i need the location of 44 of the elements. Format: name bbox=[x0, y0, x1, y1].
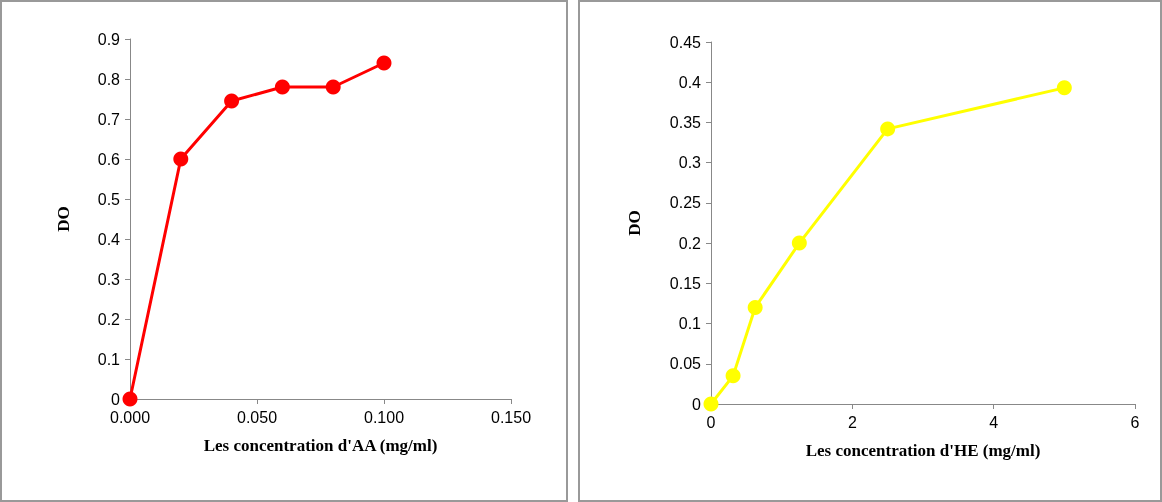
y-tick-label: 0 bbox=[692, 395, 702, 413]
y-tick-label: 0.5 bbox=[97, 190, 121, 208]
y-tick-label: 0.4 bbox=[97, 230, 121, 248]
x-axis-title: Les concentration d'HE (mg/ml) bbox=[805, 441, 1041, 460]
x-tick-label: 0.150 bbox=[490, 408, 532, 426]
x-tick-label: 6 bbox=[1130, 413, 1140, 431]
point bbox=[376, 55, 392, 71]
point bbox=[880, 121, 896, 137]
x-tick-label: 0.050 bbox=[236, 408, 278, 426]
y-tick-label: 0.7 bbox=[97, 110, 121, 128]
y-tick-label: 0.3 bbox=[97, 270, 121, 288]
point bbox=[703, 396, 719, 412]
x-axis-title: Les concentration d'AA (mg/ml) bbox=[203, 436, 438, 455]
y-tick-label: 0.2 bbox=[678, 234, 702, 252]
y-axis-title: DO bbox=[54, 206, 73, 232]
point bbox=[725, 368, 741, 384]
x-tick-label: 0.100 bbox=[363, 408, 405, 426]
y-tick-label: 0.9 bbox=[97, 30, 121, 48]
y-tick-label: 0.1 bbox=[97, 350, 121, 368]
y-tick-label: 0.4 bbox=[678, 73, 702, 91]
y-tick-label: 0.25 bbox=[669, 194, 702, 212]
y-tick-label: 0.1 bbox=[678, 315, 702, 333]
point bbox=[1056, 80, 1072, 96]
point bbox=[173, 151, 189, 167]
y-tick-label: 0.6 bbox=[97, 150, 121, 168]
y-tick-label: 0 bbox=[111, 390, 121, 408]
x-tick-label: 0 bbox=[706, 413, 716, 431]
y-tick-label: 0.2 bbox=[97, 310, 121, 328]
point bbox=[122, 391, 138, 407]
point bbox=[791, 235, 807, 251]
point bbox=[325, 79, 341, 95]
y-tick-label: 0.8 bbox=[97, 70, 121, 88]
point bbox=[747, 299, 763, 315]
y-axis-title: DO bbox=[625, 210, 644, 236]
x-tick-label: 0.000 bbox=[109, 408, 151, 426]
y-tick-label: 0.15 bbox=[669, 274, 702, 292]
y-tick-label: 0.35 bbox=[669, 113, 702, 131]
y-tick-label: 0.45 bbox=[669, 33, 702, 51]
y-tick-label: 0.05 bbox=[669, 355, 702, 373]
y-tick-label: 0.3 bbox=[678, 154, 702, 172]
x-tick-label: 2 bbox=[847, 413, 857, 431]
point bbox=[274, 79, 290, 95]
x-tick-label: 4 bbox=[989, 413, 999, 431]
point bbox=[224, 93, 240, 109]
